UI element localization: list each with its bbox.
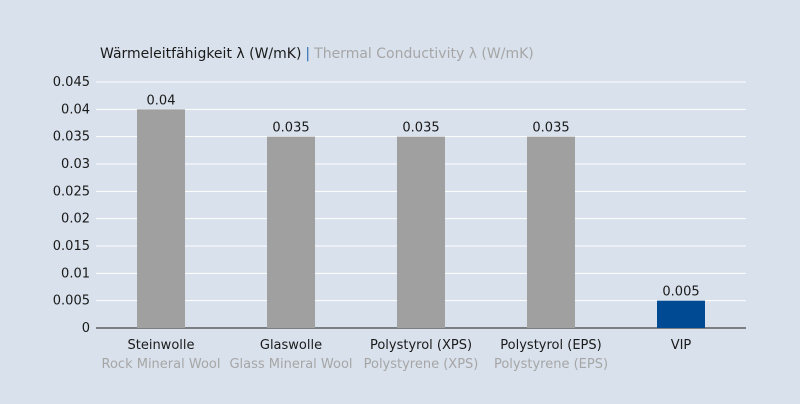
y-tick-label: 0.04 (61, 102, 90, 117)
x-category-label: Steinwolle (127, 338, 194, 353)
y-tick-label: 0.01 (61, 266, 90, 281)
chart-title-primary: Wärmeleitfähigkeit λ (W/mK) (100, 46, 302, 62)
x-category-sublabel: Polystyrene (EPS) (494, 357, 608, 372)
data-label: 0.035 (402, 121, 439, 136)
x-category-label: Polystyrol (XPS) (370, 338, 472, 353)
data-label: 0.035 (272, 121, 309, 136)
x-category-label: Polystyrol (EPS) (500, 338, 601, 353)
data-label: 0.035 (532, 121, 569, 136)
bar (137, 109, 185, 328)
chart-title-separator: | (305, 46, 311, 62)
bar (657, 300, 705, 328)
y-tick-label: 0.03 (61, 157, 90, 172)
y-tick-label: 0.015 (53, 239, 90, 254)
chart-title-secondary: Thermal Conductivity λ (W/mK) (314, 46, 534, 62)
y-tick-label: 0 (82, 321, 90, 336)
chart-title: Wärmeleitfähigkeit λ (W/mK) | Thermal Cond… (100, 46, 534, 62)
x-category-sublabel: Rock Mineral Wool (102, 357, 221, 372)
y-tick-label: 0.025 (53, 184, 90, 199)
y-tick-label: 0.045 (53, 75, 90, 90)
x-category-label: Glaswolle (260, 338, 322, 353)
data-label: 0.005 (662, 285, 699, 300)
data-label: 0.04 (147, 93, 176, 108)
bar (267, 136, 315, 328)
y-tick-label: 0.005 (53, 294, 90, 309)
y-tick-label: 0.035 (53, 130, 90, 145)
x-category-label: VIP (671, 338, 692, 353)
bar (527, 136, 575, 328)
y-tick-label: 0.02 (61, 212, 90, 227)
x-category-sublabel: Polystyrene (XPS) (364, 357, 479, 372)
bar (397, 136, 445, 328)
x-category-sublabel: Glass Mineral Wool (229, 357, 352, 372)
